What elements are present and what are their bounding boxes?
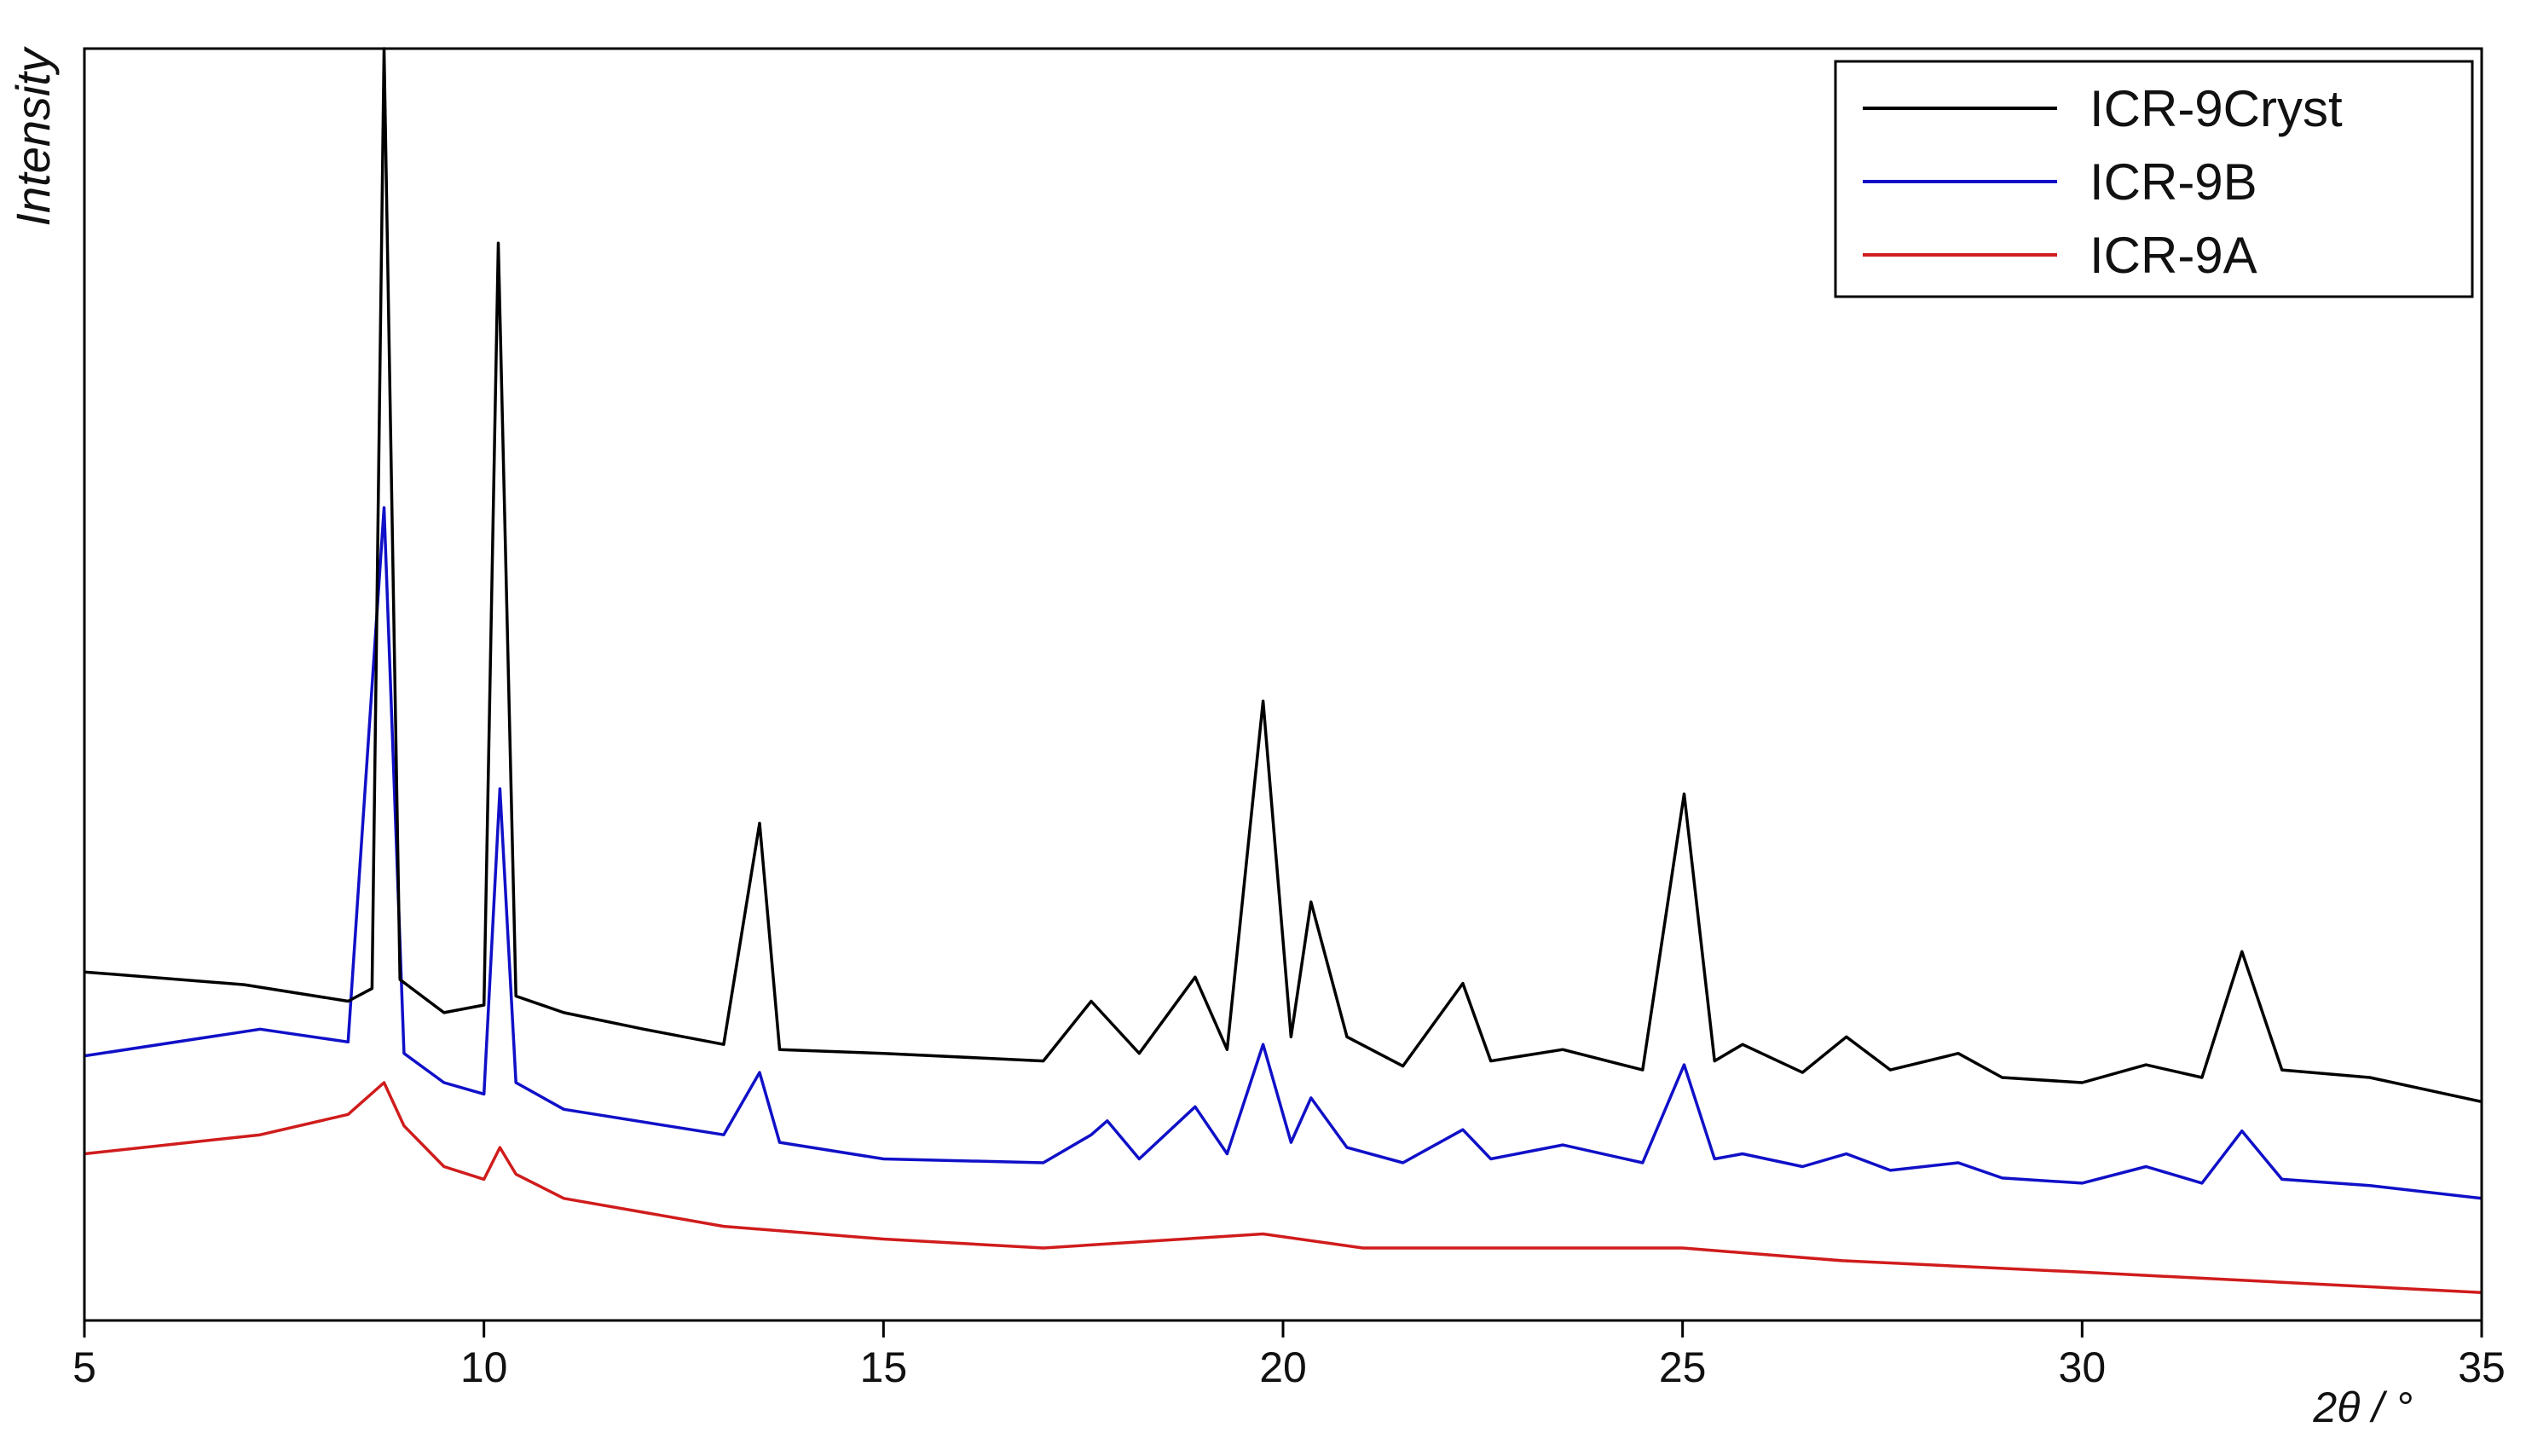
x-tick-label: 30: [2059, 1343, 2107, 1391]
legend-label: ICR-9Cryst: [2090, 80, 2343, 137]
y-axis-label: Intensity: [6, 46, 60, 227]
series-line: [84, 47, 2482, 1104]
x-tick-label: 10: [460, 1343, 508, 1391]
x-tick-label: 20: [1259, 1343, 1307, 1391]
series-line: [84, 506, 2482, 1200]
x-tick-label: 25: [1659, 1343, 1707, 1391]
legend-box: [1834, 60, 2474, 298]
x-tick-label: 35: [2458, 1343, 2506, 1391]
series-line: [84, 1081, 2482, 1294]
x-tick-label: 15: [860, 1343, 908, 1391]
x-tick-label: 5: [72, 1343, 96, 1391]
x-axis-label: 2θ / °: [2312, 1384, 2413, 1431]
plot-frame: [83, 47, 2483, 1322]
legend-label: ICR-9A: [2090, 227, 2257, 284]
legend-label: ICR-9B: [2090, 153, 2257, 211]
